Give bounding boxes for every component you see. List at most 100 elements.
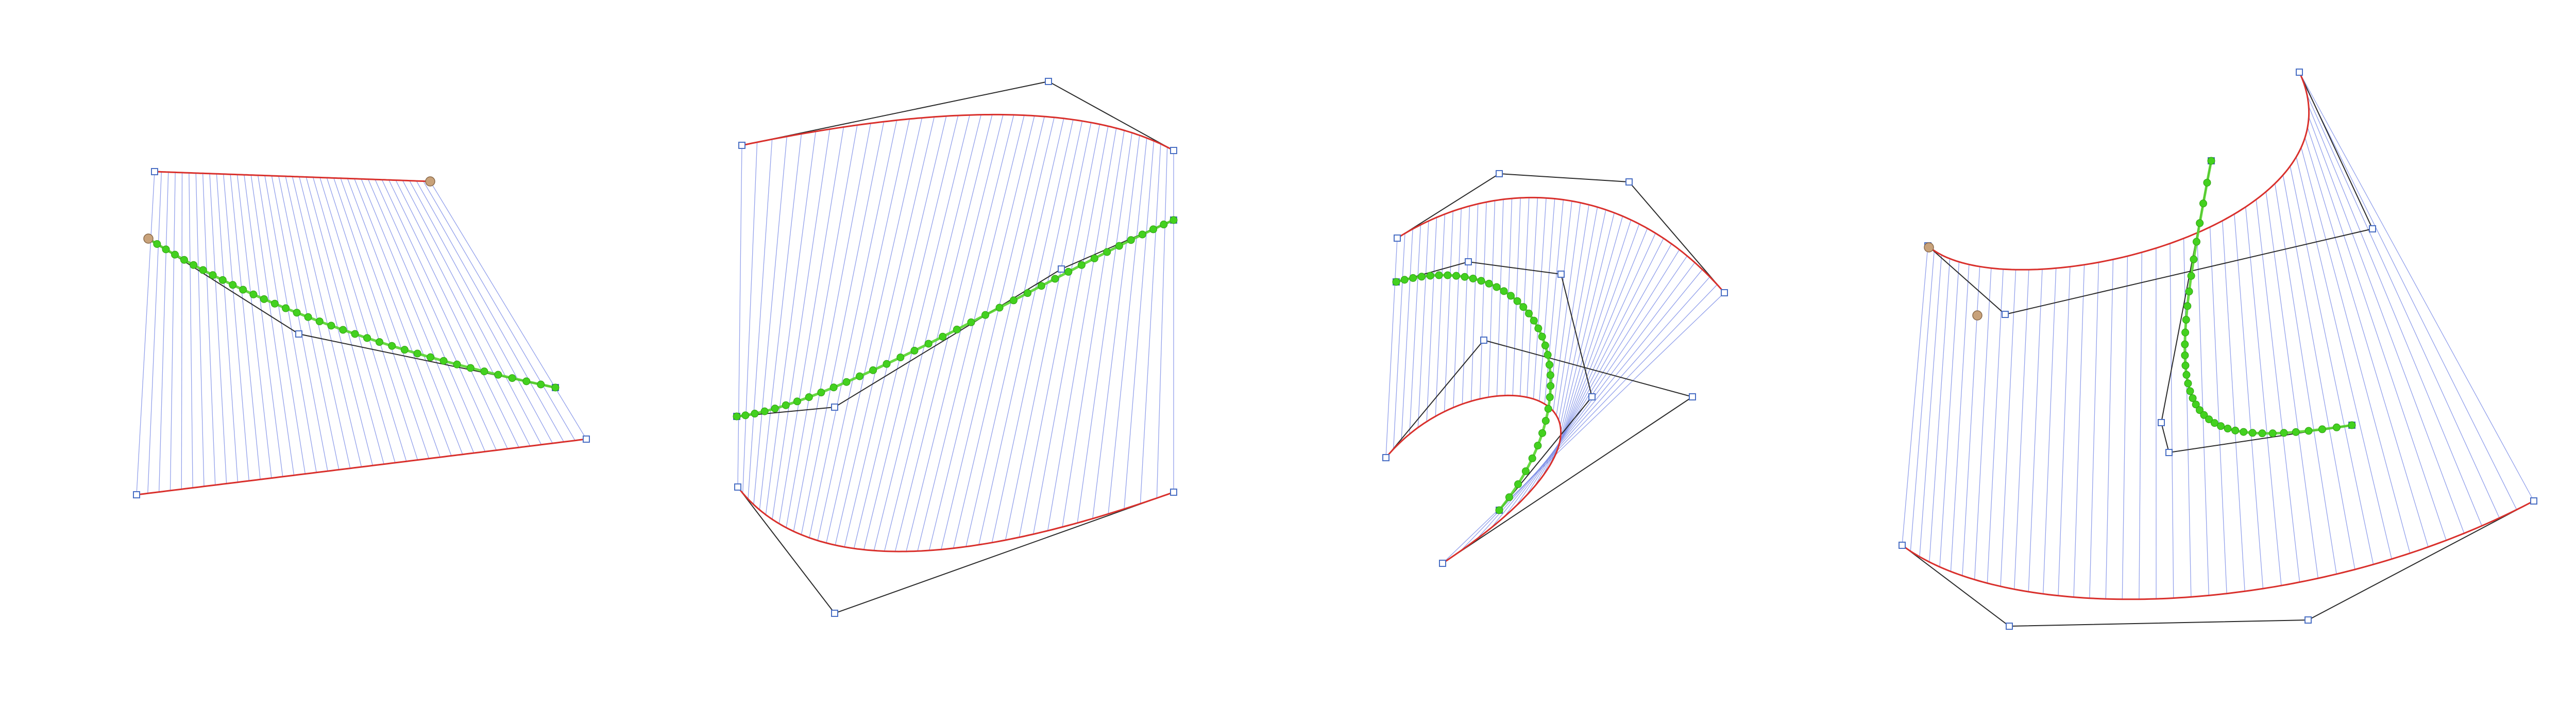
green-dot-icon [2182, 315, 2190, 324]
ruling-line [361, 179, 474, 454]
ruling-line [826, 118, 923, 543]
green-dot-icon [400, 346, 409, 354]
green-dot-icon [939, 332, 947, 341]
green-dot-icon [522, 377, 531, 385]
hollow-square-icon [1439, 560, 1446, 567]
ruling-line [340, 178, 440, 458]
green-dot-icon [239, 286, 247, 294]
ruling-line [306, 177, 384, 464]
green-dot-icon [1519, 303, 1528, 311]
hollow-square-icon [583, 435, 590, 443]
green-dot-icon [270, 299, 279, 308]
ruling-line [2028, 269, 2043, 592]
ruling-line [2282, 175, 2355, 570]
ruling-line [430, 181, 587, 440]
green-dot-icon [1461, 273, 1469, 281]
hollow-square-icon [1382, 454, 1389, 461]
green-dot-icon [388, 342, 396, 350]
green-dot-icon [741, 411, 750, 420]
green-dot-icon [1547, 382, 1555, 390]
ruling-line [195, 173, 205, 487]
ruling-line [1409, 225, 1421, 434]
green-dot-icon [453, 360, 461, 368]
green-dot-icon [2192, 238, 2200, 246]
green-dot-icon [1500, 287, 1508, 295]
ruling-line [2222, 221, 2245, 592]
hollow-square-icon [1557, 271, 1565, 278]
green-dot-icon [1525, 309, 1533, 317]
ruling-line [2296, 157, 2392, 559]
ruling-line [278, 176, 340, 470]
hollow-square-icon [2296, 69, 2303, 76]
ruling-line [1491, 269, 1703, 528]
control-polygon-b [1385, 339, 1694, 564]
ruling-line [2245, 207, 2282, 586]
ruling-line [1476, 276, 1710, 540]
ruling-line [1560, 216, 1623, 439]
ruling-line [2307, 127, 2447, 541]
ruling-line [1902, 245, 1928, 546]
ruling-line [737, 145, 742, 488]
green-dot-icon [842, 378, 851, 386]
ruling-line [1019, 124, 1100, 538]
ruling-line [381, 179, 508, 449]
ruling-line [793, 123, 871, 532]
green-dot-icon [760, 407, 769, 415]
green-dot-icon [1521, 467, 1530, 475]
ruling-line [170, 172, 176, 491]
ruling-line [759, 133, 802, 510]
ruling-line [1558, 207, 1598, 421]
hollow-square-icon [831, 610, 838, 617]
ruling-line [402, 180, 542, 445]
green-dot-icon [1103, 248, 1111, 256]
hollow-square-icon [1721, 289, 1728, 296]
green-dot-icon [551, 383, 560, 392]
ruling-line [257, 175, 306, 474]
ruling-line [1401, 229, 1413, 442]
ruling-line [1077, 132, 1132, 523]
hollow-square-icon [2006, 623, 2013, 630]
ruling-line [1533, 198, 1547, 399]
ruling-line [2234, 214, 2264, 589]
green-dot-icon [209, 271, 217, 279]
hollow-square-icon [1394, 234, 1401, 242]
ruling-line [264, 175, 317, 473]
ruling-line [333, 178, 430, 459]
ruling-lines [136, 171, 587, 495]
green-dot-icon [339, 326, 347, 334]
hollow-square-icon [1465, 258, 1472, 265]
green-dot-icon [896, 353, 905, 361]
boundary-curve-a [1397, 196, 1725, 293]
green-dot-icon [2185, 288, 2193, 296]
ruled-surface-panel-4 [1899, 69, 2537, 630]
green-dot-icon [967, 318, 975, 326]
hollow-square-icon [1045, 78, 1052, 85]
green-dot-icon [817, 389, 825, 397]
green-dot-icon [869, 366, 877, 374]
ruling-line [2105, 259, 2114, 599]
green-dot-icon [2181, 361, 2190, 370]
green-dot-icon [2200, 411, 2208, 419]
hollow-square-icon [133, 491, 140, 498]
green-dot-icon [2196, 406, 2204, 414]
green-dot-icon [751, 410, 759, 418]
ruling-line [1504, 262, 1696, 517]
ruling-line [1470, 204, 1479, 401]
ruling-line [216, 174, 239, 482]
ruling-line [1987, 269, 2004, 583]
ruling-line [223, 174, 249, 481]
green-dot-icon [2304, 427, 2313, 435]
ruling-line [1047, 128, 1117, 531]
green-dot-icon [2217, 422, 2225, 430]
green-dot-icon [2192, 400, 2200, 409]
ruling-line [159, 172, 169, 492]
boundary-curve-b [136, 438, 587, 496]
green-dot-icon [2181, 340, 2189, 348]
green-dot-icon [1064, 267, 1073, 276]
green-dot-icon [304, 313, 312, 321]
ruling-line [1092, 135, 1140, 519]
green-dot-icon [2292, 428, 2300, 436]
green-dot-icon [1493, 283, 1501, 291]
green-dot-icon [1544, 351, 1552, 359]
